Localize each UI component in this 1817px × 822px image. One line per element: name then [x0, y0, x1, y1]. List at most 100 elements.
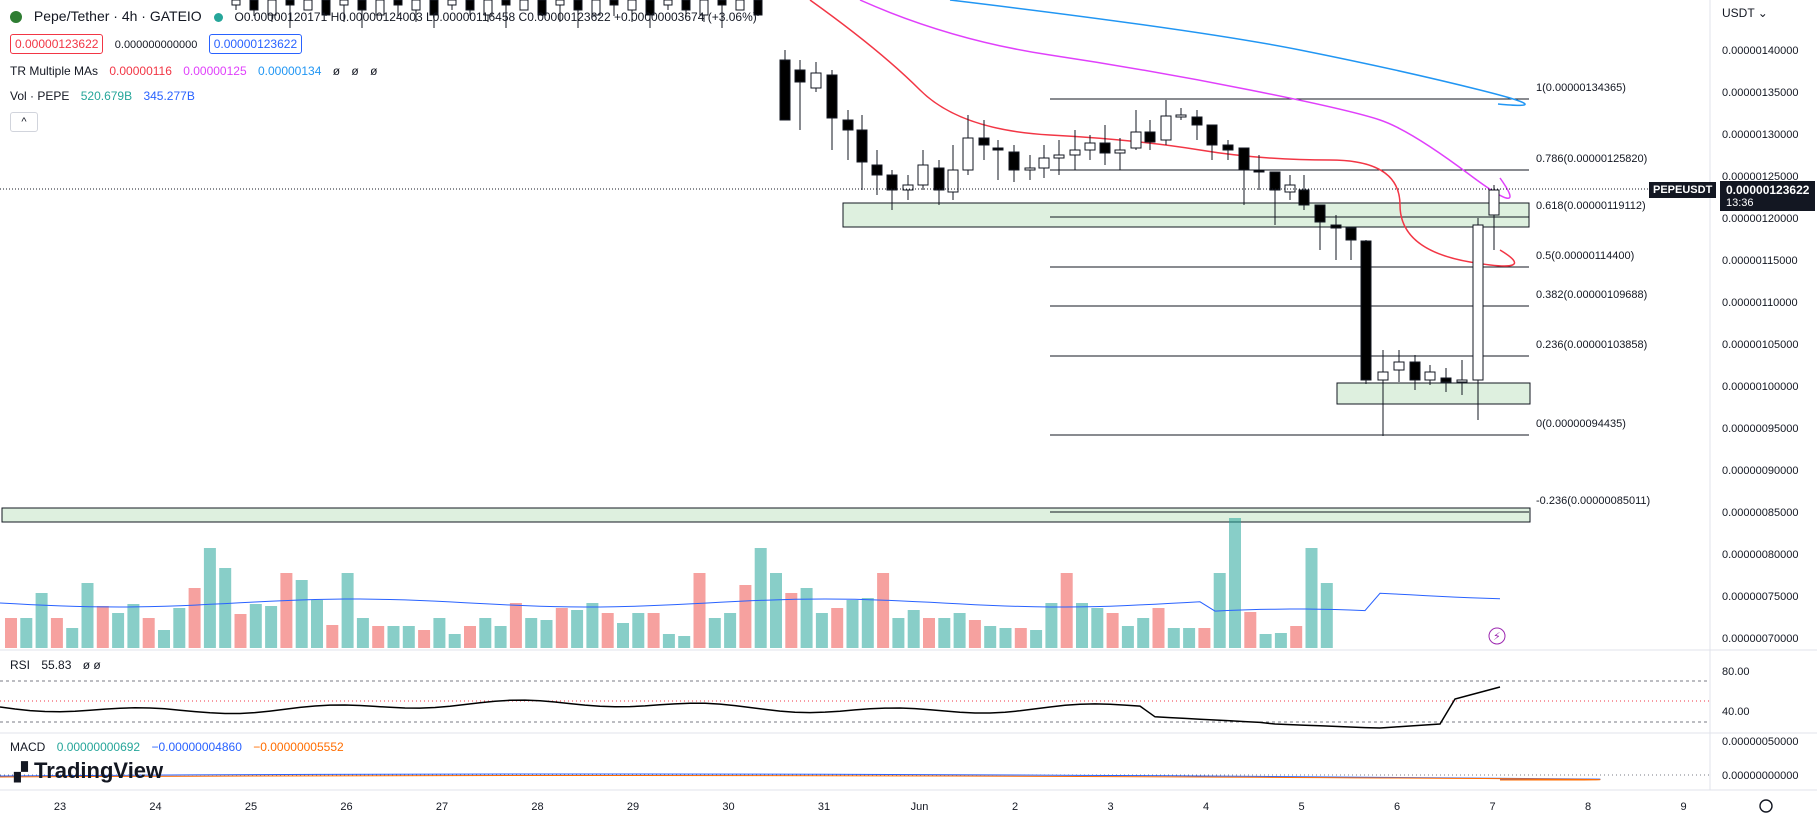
candle-body[interactable]: [1130, 131, 1142, 149]
ma-legend[interactable]: TR Multiple MAs 0.00000116 0.00000125 0.…: [10, 64, 385, 78]
candle-body[interactable]: [933, 167, 945, 191]
candle-body[interactable]: [1393, 361, 1405, 371]
fibonacci-retracement[interactable]: 1(0.00000134365) 0.786(0.00000125820) 0.61…: [1050, 82, 1650, 513]
candle-body[interactable]: [1114, 149, 1126, 154]
candlesticks[interactable]: [231, 0, 1500, 436]
macd-legend[interactable]: MACD 0.00000000692 −0.00000004860 −0.000…: [10, 740, 352, 754]
candle-body[interactable]: [1269, 171, 1281, 191]
lightning-icon[interactable]: [1488, 627, 1506, 645]
candle-body[interactable]: [501, 0, 511, 6]
candle-body[interactable]: [1099, 142, 1111, 154]
time-axis[interactable]: 23 24 25 26 27 28 29 30 31 Jun 2 3 4 5 6 7 8 9: [54, 801, 1687, 813]
candle-body[interactable]: [1456, 379, 1468, 383]
candle-body[interactable]: [1253, 169, 1265, 173]
price-axis[interactable]: 0.00000140000 0.00000135000 0.00000130000 0…: [1722, 45, 1798, 645]
candle-body[interactable]: [447, 0, 457, 6]
candle-body[interactable]: [1314, 204, 1326, 223]
candle-body[interactable]: [810, 72, 822, 89]
candle-body[interactable]: [962, 137, 974, 171]
collapse-legend-button[interactable]: ^: [10, 112, 38, 132]
macd-pane[interactable]: 0.00000050000 0.00000000000: [0, 736, 1798, 782]
candle-body[interactable]: [1330, 224, 1342, 229]
candle-body[interactable]: [429, 0, 439, 16]
support-zone-upper[interactable]: [842, 202, 1530, 228]
candle-body[interactable]: [699, 0, 709, 16]
candle-body[interactable]: [1038, 157, 1050, 169]
symbol-legend[interactable]: Pepe/Tether · 4h · GATEIO O0.00000120171…: [10, 8, 765, 24]
candle-body[interactable]: [1472, 224, 1484, 381]
candle-body[interactable]: [717, 0, 727, 6]
candle-body[interactable]: [1160, 115, 1172, 141]
candle-body[interactable]: [1175, 114, 1187, 118]
candle-body[interactable]: [1298, 189, 1310, 206]
candle-body[interactable]: [856, 129, 868, 163]
candle-body[interactable]: [886, 174, 898, 191]
candle-body[interactable]: [992, 147, 1004, 151]
candle-body[interactable]: [1488, 189, 1500, 216]
candle-body[interactable]: [681, 0, 691, 11]
candle-body[interactable]: [1424, 371, 1436, 381]
candle-body[interactable]: [947, 169, 959, 193]
candle-body[interactable]: [339, 0, 349, 6]
candle-body[interactable]: [1440, 377, 1452, 383]
candle-body[interactable]: [663, 0, 673, 6]
candle-body[interactable]: [555, 0, 565, 6]
candle-body[interactable]: [357, 0, 367, 11]
candle-body[interactable]: [1191, 116, 1203, 126]
candle-body[interactable]: [978, 137, 990, 146]
candle-body[interactable]: [917, 164, 929, 186]
candle-body[interactable]: [285, 0, 295, 6]
candle-body[interactable]: [1409, 361, 1421, 381]
support-zone-lower[interactable]: [1336, 382, 1531, 405]
candle-body[interactable]: [249, 0, 259, 11]
candle-body[interactable]: [573, 0, 583, 11]
settings-gear-icon[interactable]: [1759, 799, 1773, 813]
candle-body[interactable]: [321, 0, 331, 16]
candle-body[interactable]: [645, 0, 655, 16]
candle-body[interactable]: [393, 0, 403, 6]
candle-body[interactable]: [1206, 124, 1218, 146]
rsi-legend[interactable]: RSI 55.83 ø ø: [10, 658, 109, 672]
candle-body[interactable]: [1222, 144, 1234, 151]
buy-price-button[interactable]: 0.00000123622: [208, 34, 303, 54]
volume-legend[interactable]: Vol · PEPE 520.679B 345.277B: [10, 89, 203, 103]
candle-body[interactable]: [871, 164, 883, 176]
rsi-pane[interactable]: 80.00 40.00: [0, 666, 1750, 729]
currency-selector[interactable]: USDT ⌄: [1722, 6, 1768, 20]
candle-body[interactable]: [779, 59, 791, 121]
candle-body[interactable]: [753, 0, 763, 16]
candle-body[interactable]: [303, 0, 313, 11]
candle-body[interactable]: [1024, 167, 1036, 171]
tradingview-logo[interactable]: ▞ TradingView: [14, 758, 163, 784]
candle-body[interactable]: [1238, 147, 1250, 171]
candle-body[interactable]: [537, 0, 547, 16]
candle-body[interactable]: [465, 0, 475, 11]
candle-body[interactable]: [1069, 149, 1081, 156]
candle-body[interactable]: [483, 0, 493, 16]
sell-price-button[interactable]: 0.00000123622: [10, 34, 104, 54]
candle-body[interactable]: [1360, 240, 1372, 381]
symbol-title[interactable]: Pepe/Tether · 4h · GATEIO: [33, 8, 202, 24]
candle-body[interactable]: [1144, 131, 1156, 143]
candle-body[interactable]: [1053, 154, 1065, 159]
candle-body[interactable]: [735, 0, 745, 11]
candle-body[interactable]: [826, 74, 838, 119]
candle-body[interactable]: [1345, 227, 1357, 241]
support-zone-deep[interactable]: [1, 507, 1531, 523]
candle-body[interactable]: [267, 0, 277, 16]
support-zones[interactable]: [1, 202, 1531, 523]
candle-body[interactable]: [1377, 371, 1389, 381]
candle-body[interactable]: [591, 0, 601, 16]
candle-body[interactable]: [519, 0, 529, 11]
candle-body[interactable]: [1084, 142, 1096, 151]
candle-body[interactable]: [609, 0, 619, 6]
candle-body[interactable]: [842, 119, 854, 131]
candle-body[interactable]: [375, 0, 385, 16]
candle-body[interactable]: [902, 184, 914, 191]
candle-body[interactable]: [794, 69, 806, 83]
candle-body[interactable]: [231, 0, 241, 6]
candle-body[interactable]: [1008, 151, 1020, 171]
candle-body[interactable]: [627, 0, 637, 11]
candle-body[interactable]: [411, 0, 421, 11]
